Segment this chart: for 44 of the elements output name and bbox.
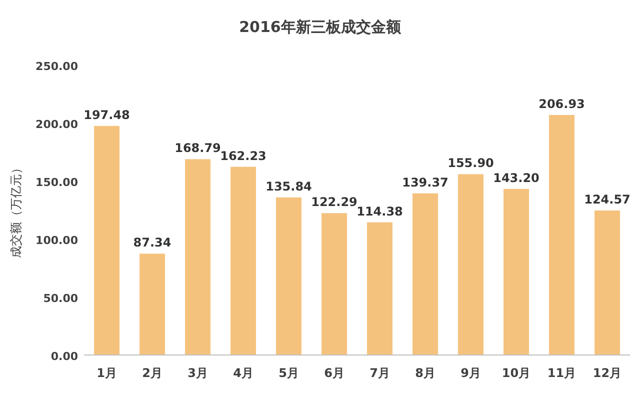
bar [140, 254, 165, 355]
data-label: 162.23 [220, 148, 266, 163]
x-tick-label: 2月 [142, 366, 162, 380]
x-tick-label: 9月 [460, 366, 481, 380]
bar [185, 159, 210, 355]
bar [412, 193, 438, 355]
x-tick-label: 1月 [96, 366, 117, 380]
x-tick-label: 8月 [415, 366, 436, 380]
chart-title: 2016年新三板成交金额 [239, 18, 402, 36]
bar [276, 197, 302, 355]
y-tick-label: 50.00 [43, 292, 78, 305]
data-label: 87.34 [133, 236, 172, 250]
data-label: 206.93 [538, 96, 585, 111]
bar [230, 166, 256, 355]
data-label: 124.57 [584, 192, 630, 206]
y-tick-label: 150.00 [36, 176, 78, 189]
data-label: 135.84 [266, 179, 312, 194]
bar [458, 174, 484, 355]
x-tick-label: 11月 [547, 366, 576, 380]
x-tick-label: 7月 [370, 366, 390, 380]
bar [594, 210, 620, 355]
bar [94, 126, 120, 355]
bar [549, 114, 574, 355]
data-label: 114.38 [356, 204, 403, 218]
x-tick-label: 12月 [592, 366, 622, 380]
x-tick-label: 4月 [233, 366, 254, 380]
x-tick-label: 6月 [324, 366, 344, 380]
y-axis-title: 成交额（万亿元） [9, 162, 23, 258]
y-tick-label: 0.00 [50, 350, 78, 363]
data-label: 139.37 [402, 175, 448, 190]
data-label: 122.29 [311, 195, 358, 210]
x-tick-label: 5月 [278, 366, 299, 380]
y-tick-label: 200.00 [36, 118, 78, 131]
data-label: 197.48 [84, 108, 130, 122]
x-tick-label: 10月 [502, 366, 531, 380]
bar [322, 213, 347, 355]
data-label: 168.79 [174, 141, 221, 156]
data-label: 143.20 [493, 170, 540, 185]
bar [504, 188, 529, 355]
data-label: 155.90 [448, 156, 494, 170]
bar [367, 222, 392, 355]
y-tick-label: 100.00 [36, 234, 78, 247]
x-tick-label: 3月 [188, 366, 208, 380]
y-tick-label: 250.00 [36, 60, 78, 73]
